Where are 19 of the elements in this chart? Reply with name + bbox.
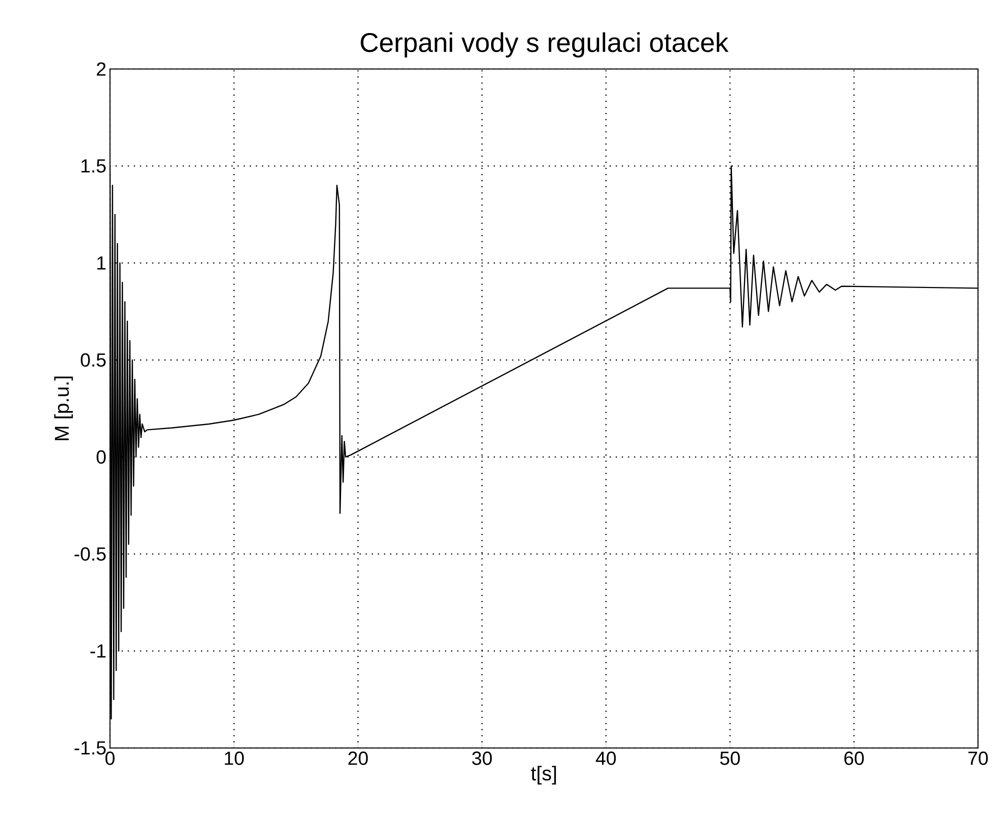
x-tick-label: 50 xyxy=(720,752,740,765)
x-tick-label: 0 xyxy=(105,752,115,765)
x-tick-label: 70 xyxy=(968,752,988,765)
y-axis-title: M [p.u.] xyxy=(54,376,73,440)
y-tick-label: 1.5 xyxy=(82,159,106,173)
y-tick-label: -0.5 xyxy=(74,547,106,561)
x-tick-label: 10 xyxy=(224,752,244,765)
chart-title: Cerpani vody s regulaci otacek xyxy=(360,32,729,58)
y-tick-label: 2 xyxy=(96,62,106,76)
x-tick-label: 40 xyxy=(596,752,616,765)
y-tick-label: -1.5 xyxy=(74,741,106,755)
y-tick-label: -1 xyxy=(90,644,106,658)
y-tick-label: 0.5 xyxy=(80,353,106,367)
x-tick-label: 60 xyxy=(844,752,864,765)
x-tick-label: 20 xyxy=(348,752,368,765)
y-tick-label: 1 xyxy=(97,256,106,270)
y-tick-label: 0 xyxy=(96,450,106,464)
x-axis-title: t[s] xyxy=(530,766,556,784)
x-tick-label: 30 xyxy=(472,752,492,765)
